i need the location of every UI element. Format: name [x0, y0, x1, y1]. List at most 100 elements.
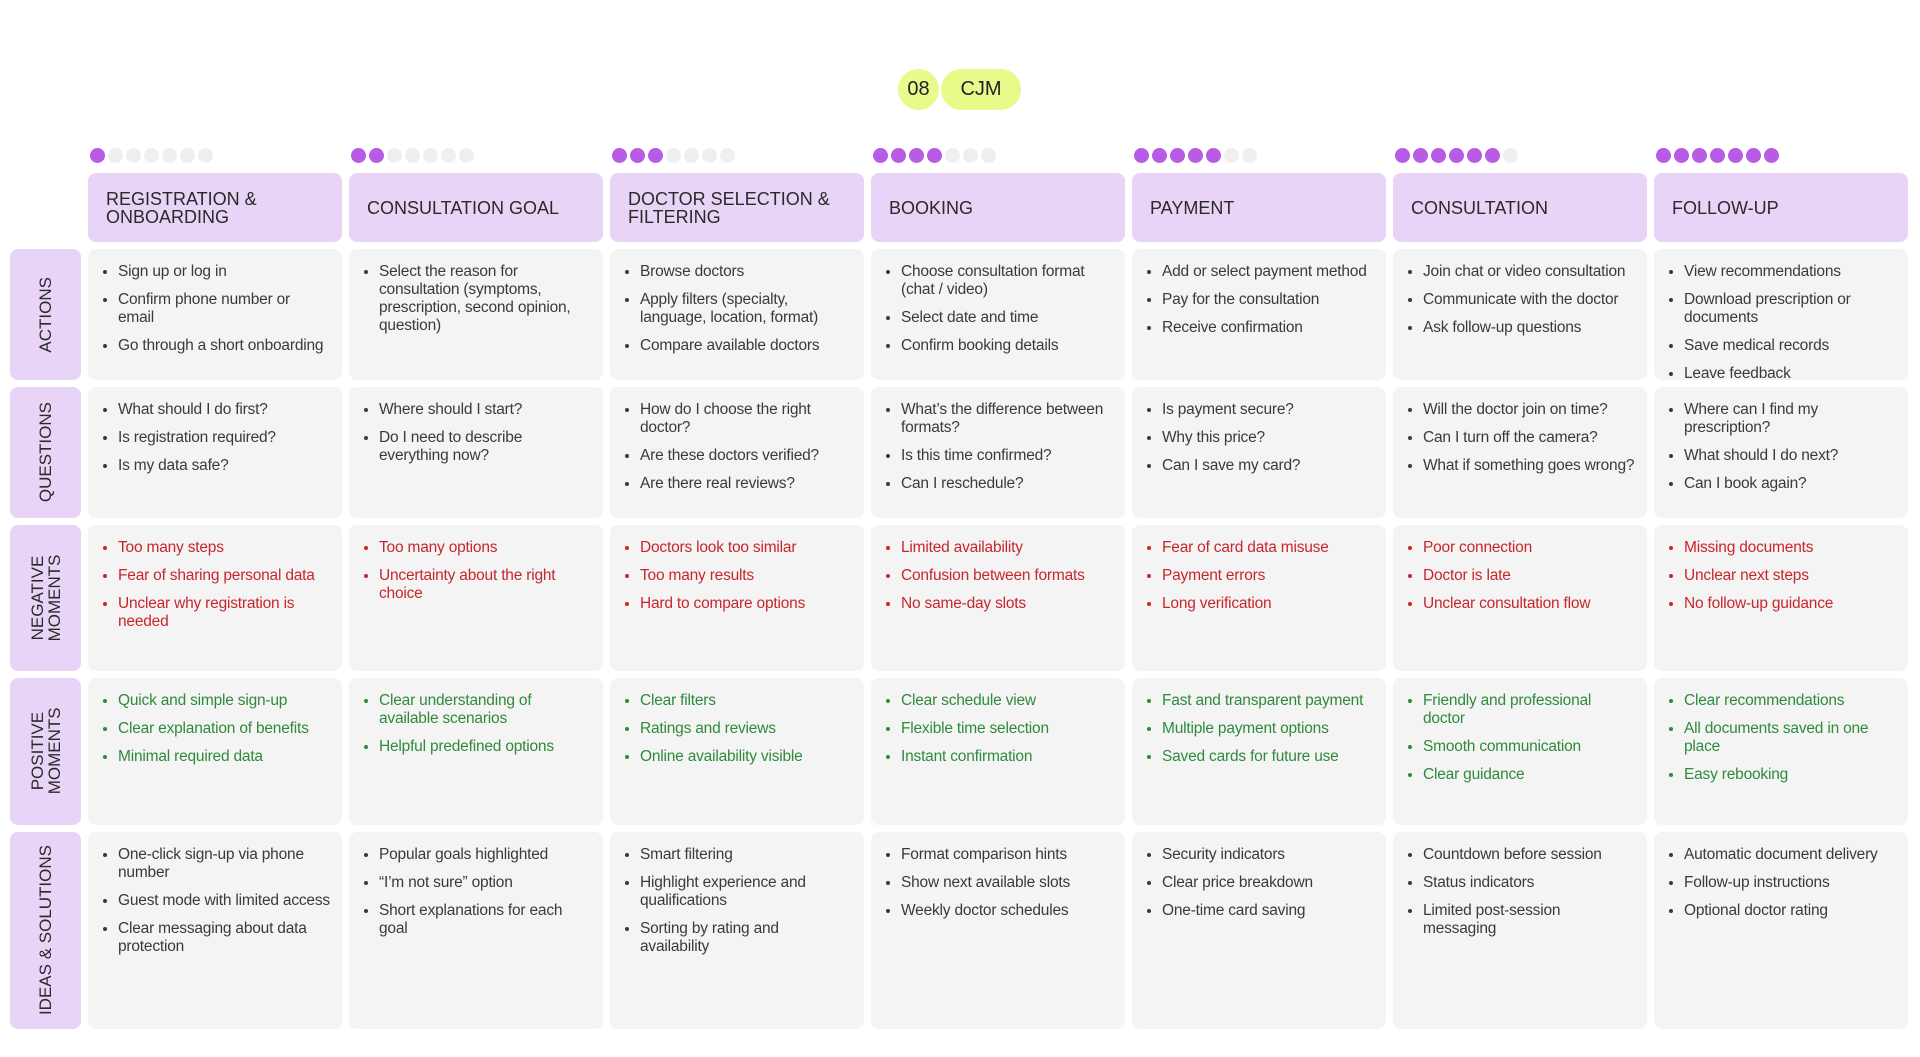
item: Fear of card data misuse	[1162, 539, 1374, 557]
item: Follow-up instructions	[1684, 874, 1896, 892]
item: Status indicators	[1423, 874, 1635, 892]
item: “I’m not sure” option	[379, 874, 591, 892]
progress-dot	[441, 147, 456, 163]
item: Doctors look too similar	[640, 539, 852, 557]
item-list: Limited availability Confusion between fo…	[885, 539, 1113, 613]
item: Is registration required?	[118, 429, 330, 447]
item: Confusion between formats	[901, 567, 1113, 585]
cell: Too many steps Fear of sharing personal d…	[88, 525, 342, 671]
item: No follow-up guidance	[1684, 595, 1896, 613]
progress-dot	[1503, 147, 1518, 163]
item: What should I do next?	[1684, 447, 1896, 465]
progress-dot	[927, 147, 942, 163]
item: Leave feedback	[1684, 365, 1896, 383]
row-label: NEGATIVE MOMENTS	[10, 525, 81, 671]
item: Security indicators	[1162, 846, 1374, 864]
progress-dot	[423, 147, 438, 163]
progress-dot	[963, 147, 978, 163]
item-list: Poor connection Doctor is late Unclear con…	[1407, 539, 1635, 613]
item: One-click sign-up via phone number	[118, 846, 330, 882]
item: Format comparison hints	[901, 846, 1113, 864]
progress-dot	[702, 147, 717, 163]
cell: Missing documents Unclear next steps No fo…	[1654, 525, 1908, 671]
cell: One-click sign-up via phone number Guest …	[88, 832, 342, 1029]
item: Online availability visible	[640, 748, 852, 766]
item: Is this time confirmed?	[901, 447, 1113, 465]
progress-dot	[945, 147, 960, 163]
cell: Browse doctors Apply filters (specialty, …	[610, 249, 864, 380]
item: All documents saved in one place	[1684, 720, 1896, 756]
item-list: Clear schedule view Flexible time selecti…	[885, 692, 1113, 766]
item: Receive confirmation	[1162, 319, 1374, 337]
item: Too many results	[640, 567, 852, 585]
cell: What should I do first? Is registration r…	[88, 387, 342, 518]
cell: Fast and transparent payment Multiple pay…	[1132, 678, 1386, 825]
cell: Automatic document delivery Follow-up ins…	[1654, 832, 1908, 1029]
progress-dot	[1188, 147, 1203, 163]
cell: Where should I start? Do I need to descri…	[349, 387, 603, 518]
cell: Limited availability Confusion between fo…	[871, 525, 1125, 671]
item: Is my data safe?	[118, 457, 330, 475]
progress-dot	[1395, 147, 1410, 163]
cell: Clear schedule view Flexible time selecti…	[871, 678, 1125, 825]
item: What’s the difference between formats?	[901, 401, 1113, 437]
item-list: Too many steps Fear of sharing personal d…	[102, 539, 330, 631]
cell: Where can I find my prescription? What sh…	[1654, 387, 1908, 518]
item: Payment errors	[1162, 567, 1374, 585]
item: Where should I start?	[379, 401, 591, 419]
item: Clear understanding of available scenari…	[379, 692, 591, 728]
item-list: Is payment secure? Why this price? Can I s…	[1146, 401, 1374, 475]
item: Can I reschedule?	[901, 475, 1113, 493]
row-label-text: POSITIVE MOMENTS	[27, 708, 64, 795]
item: Quick and simple sign-up	[118, 692, 330, 710]
progress-dot	[1152, 147, 1167, 163]
item-list: Automatic document delivery Follow-up ins…	[1668, 846, 1896, 920]
item: Join chat or video consultation	[1423, 263, 1635, 281]
item-list: Fast and transparent payment Multiple pay…	[1146, 692, 1374, 766]
item-list: View recommendations Download prescriptio…	[1668, 263, 1896, 383]
item: Browse doctors	[640, 263, 852, 281]
item: Too many options	[379, 539, 591, 557]
progress-dot	[612, 147, 627, 163]
cell: What’s the difference between formats? Is…	[871, 387, 1125, 518]
item-list: Format comparison hints Show next availab…	[885, 846, 1113, 920]
item-list: One-click sign-up via phone number Guest …	[102, 846, 330, 956]
item: Clear price breakdown	[1162, 874, 1374, 892]
progress-dot	[1170, 147, 1185, 163]
item: Save medical records	[1684, 337, 1896, 355]
progress-dot	[1485, 147, 1500, 163]
cell: Select the reason for consultation (symp…	[349, 249, 603, 380]
cell: Is payment secure? Why this price? Can I s…	[1132, 387, 1386, 518]
item: Ask follow-up questions	[1423, 319, 1635, 337]
item: Too many steps	[118, 539, 330, 557]
item-list: Sign up or log in Confirm phone number or…	[102, 263, 330, 355]
item: Communicate with the doctor	[1423, 291, 1635, 309]
item: Will the doctor join on time?	[1423, 401, 1635, 419]
corner-spacer	[10, 148, 81, 166]
item: Can I save my card?	[1162, 457, 1374, 475]
cell: Quick and simple sign-up Clear explanatio…	[88, 678, 342, 825]
progress-dots	[1132, 144, 1386, 166]
stage-header: DOCTOR SELECTION & FILTERING	[610, 173, 864, 242]
item: Download prescription or documents	[1684, 291, 1896, 327]
row-label: IDEAS & SOLUTIONS	[10, 832, 81, 1029]
item-list: What should I do first? Is registration r…	[102, 401, 330, 475]
progress-dots	[349, 144, 603, 166]
stage-header: FOLLOW-UP	[1654, 173, 1908, 242]
item: Friendly and professional doctor	[1423, 692, 1635, 728]
item: Poor connection	[1423, 539, 1635, 557]
item: Are these doctors verified?	[640, 447, 852, 465]
item: Long verification	[1162, 595, 1374, 613]
cell: Doctors look too similar Too many results…	[610, 525, 864, 671]
cell: Poor connection Doctor is late Unclear con…	[1393, 525, 1647, 671]
item: Why this price?	[1162, 429, 1374, 447]
progress-dot	[1449, 147, 1464, 163]
progress-dot	[108, 147, 123, 163]
progress-dot	[1710, 147, 1725, 163]
item: Sign up or log in	[118, 263, 330, 281]
progress-dot	[369, 147, 384, 163]
progress-dot	[126, 147, 141, 163]
progress-dot	[198, 147, 213, 163]
item: View recommendations	[1684, 263, 1896, 281]
